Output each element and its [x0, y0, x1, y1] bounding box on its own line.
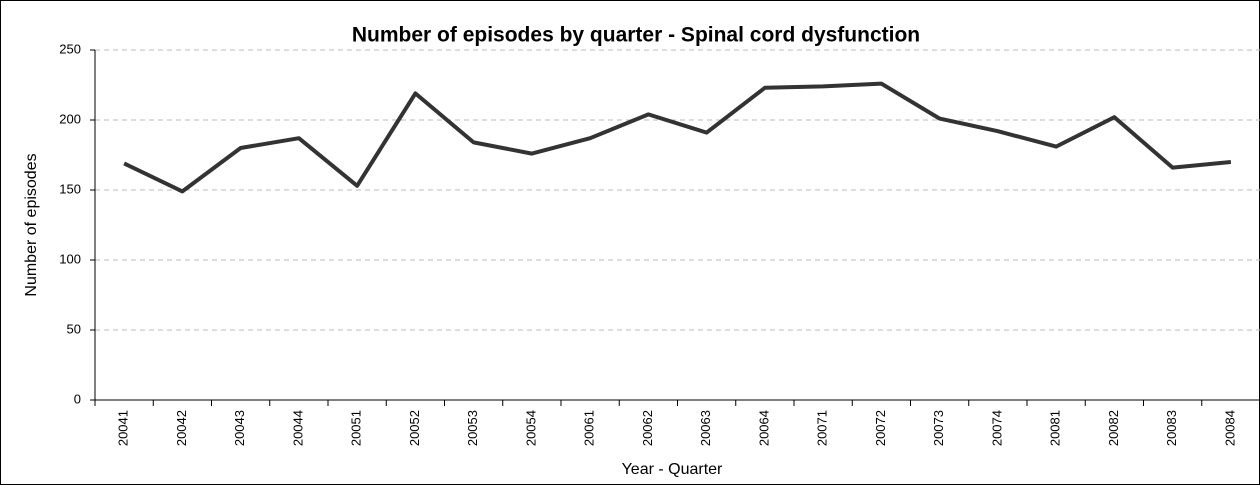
x-tick-label: 20063 [698, 410, 713, 446]
y-tick-label: 250 [59, 41, 81, 56]
x-tick-label: 20043 [232, 410, 247, 446]
x-axis-title: Year - Quarter [622, 461, 723, 478]
x-tick-label: 20044 [290, 410, 305, 446]
x-tick-label: 20074 [989, 410, 1004, 446]
x-tick-label: 20072 [873, 410, 888, 446]
y-tick-label: 100 [59, 251, 81, 266]
x-tick-label: 20053 [465, 410, 480, 446]
x-tick-label: 20071 [815, 410, 830, 446]
x-tick-label: 20081 [1048, 410, 1063, 446]
y-tick-label: 150 [59, 181, 81, 196]
y-tick-label: 200 [59, 111, 81, 126]
x-tick-label: 20084 [1222, 410, 1237, 446]
x-tick-label: 20073 [931, 410, 946, 446]
y-tick-label: 0 [74, 391, 81, 406]
x-tick-label: 20064 [756, 410, 771, 446]
x-tick-label: 20083 [1164, 410, 1179, 446]
x-tick-label: 20041 [116, 410, 131, 446]
x-tick-label: 20051 [349, 410, 364, 446]
x-tick-label: 20042 [174, 410, 189, 446]
y-tick-label: 50 [67, 321, 81, 336]
x-tick-label: 20062 [640, 410, 655, 446]
chart-title: Number of episodes by quarter - Spinal c… [352, 24, 920, 47]
data-line [123, 81, 1232, 194]
x-tick-label: 20061 [582, 410, 597, 446]
y-axis-title: Number of episodes [23, 153, 40, 296]
x-tick-label: 20052 [407, 410, 422, 446]
x-tick-label: 20054 [523, 410, 538, 446]
x-tick-label: 20082 [1106, 410, 1121, 446]
